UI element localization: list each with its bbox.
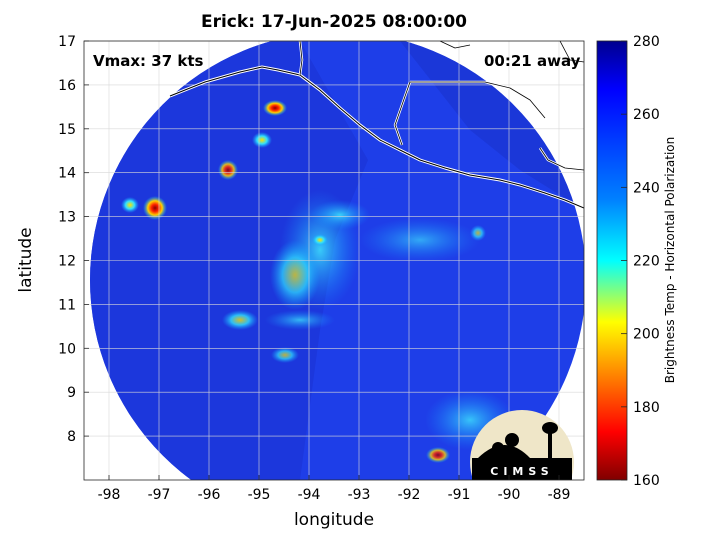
y-tick-label: 9: [67, 385, 76, 401]
x-tick-label: -91: [448, 487, 471, 503]
cimss-logo: [470, 410, 574, 480]
y-axis-label: latitude: [16, 227, 36, 293]
x-axis-label: longitude: [293, 510, 375, 530]
y-tick-label: 15: [58, 122, 76, 138]
y-tick-label: 10: [58, 341, 76, 357]
y-tick-label: 17: [58, 34, 76, 50]
x-tick-label: -90: [498, 487, 521, 503]
y-tick-label: 13: [58, 210, 76, 226]
x-tick-label: -97: [148, 487, 171, 503]
y-tick-label: 14: [58, 166, 76, 182]
colorbar-tick-label: 240: [633, 180, 660, 196]
y-tick-label: 16: [58, 78, 76, 94]
x-tick-label: -96: [198, 487, 221, 503]
colorbar-tick-label: 200: [633, 327, 660, 343]
colorbar-tick-label: 280: [633, 34, 660, 50]
colorbar-tick-label: 220: [633, 254, 660, 270]
colorbar-tick-label: 180: [633, 400, 660, 416]
cimss-logo-text: CIMSS: [490, 465, 554, 478]
x-tick-label: -95: [248, 487, 271, 503]
colorbar-tick-label: 260: [633, 107, 660, 123]
y-tick-label: 8: [67, 429, 76, 445]
x-tick-label: -89: [548, 487, 571, 503]
coastline: [169, 41, 584, 210]
map-gridlines: [84, 41, 584, 480]
figure-title: Erick: 17-Jun-2025 08:00:00: [200, 12, 468, 32]
vmax-annotation: Vmax: 37 kts: [93, 52, 204, 70]
x-tick-label: -98: [98, 487, 121, 503]
y-tick-label: 11: [58, 297, 76, 313]
colorbar-tick-label: 160: [633, 473, 660, 489]
x-tick-label: -94: [298, 487, 321, 503]
x-tick-label: -92: [398, 487, 421, 503]
x-tick-label: -93: [348, 487, 371, 503]
longitude-axis: -98 -97 -96 -95 -94 -93 -92 -91 -90 -89: [98, 475, 571, 503]
y-tick-label: 12: [58, 254, 76, 270]
colorbar-axis: 160 180 200 220 240 260 280: [621, 34, 660, 489]
time-away-annotation: 00:21 away: [484, 52, 581, 70]
colorbar-label: Brightness Temp - Horizontal Polarizatio…: [663, 136, 677, 384]
latitude-axis: 8 9 10 11 12 13 14 15 16 17: [58, 34, 89, 445]
